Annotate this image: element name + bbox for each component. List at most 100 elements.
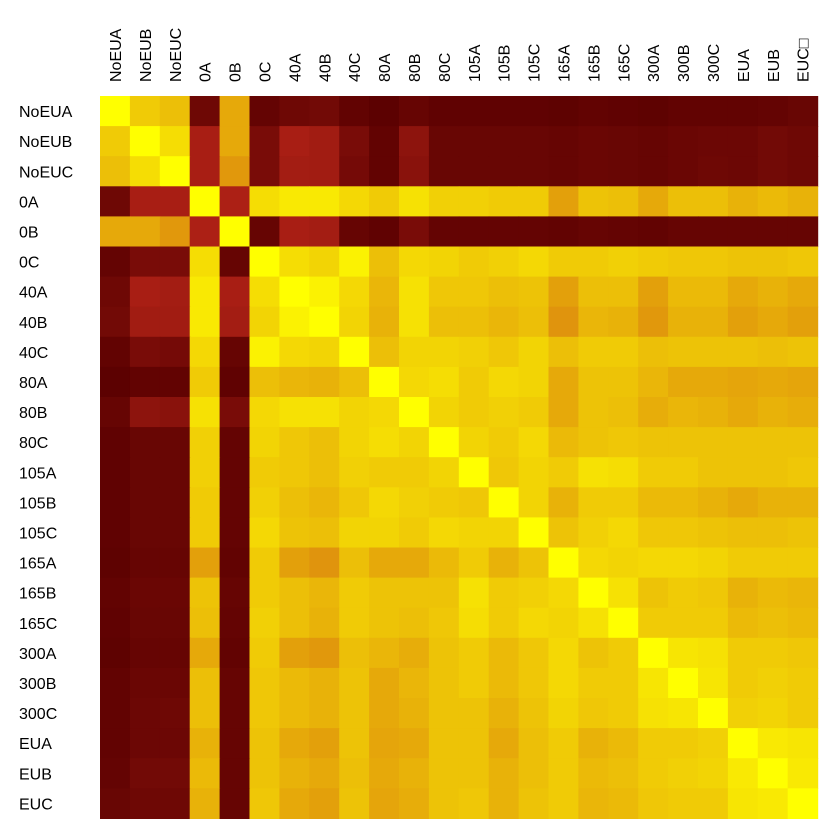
heatmap-cell — [727, 577, 759, 609]
heatmap-cell — [668, 276, 699, 308]
heatmap-cell — [578, 427, 609, 458]
column-label: NoEUB — [138, 29, 155, 82]
heatmap-cell — [608, 96, 639, 127]
heatmap-cell — [129, 276, 161, 308]
heatmap-cell — [578, 577, 609, 609]
heatmap-cell — [757, 758, 789, 789]
heatmap-cell — [578, 96, 609, 127]
heatmap-cell — [488, 126, 520, 157]
heatmap-cell — [757, 728, 789, 759]
heatmap-cell — [698, 487, 729, 518]
heatmap-cell — [279, 788, 310, 819]
heatmap-cell — [279, 156, 310, 187]
heatmap-cell — [548, 96, 579, 127]
heatmap-cell — [548, 487, 579, 518]
column-label: EUA — [736, 49, 753, 82]
heatmap-cell — [757, 577, 789, 609]
heatmap-cell — [608, 758, 639, 789]
heatmap-cell — [129, 336, 161, 368]
heatmap-cell — [668, 457, 699, 488]
heatmap-cell — [458, 427, 490, 458]
column-label: 40C — [347, 53, 364, 82]
heatmap-cell — [249, 276, 280, 308]
heatmap-cell — [249, 397, 280, 428]
heatmap-cell — [309, 667, 340, 699]
heatmap-cell — [578, 758, 609, 789]
heatmap-cell — [339, 186, 370, 217]
heatmap-cell — [787, 186, 819, 217]
heatmap-cell — [578, 517, 609, 549]
heatmap-cell — [548, 336, 579, 368]
heatmap-cell — [159, 517, 191, 549]
heatmap-cell — [668, 487, 699, 518]
heatmap-cell — [309, 397, 340, 428]
row-label: 300A — [19, 646, 57, 663]
heatmap-cell — [727, 547, 759, 579]
heatmap-cell — [668, 607, 699, 639]
heatmap-cell — [309, 216, 340, 248]
heatmap-cell — [129, 216, 161, 248]
heatmap-cell — [279, 186, 310, 217]
heatmap-cell — [189, 126, 221, 157]
heatmap-cell — [279, 246, 310, 278]
column-label: NoEUC — [168, 28, 185, 82]
heatmap-cell — [727, 487, 759, 518]
heatmap-cell — [488, 637, 520, 669]
heatmap-cell — [399, 306, 430, 338]
heatmap-cell — [458, 246, 490, 278]
heatmap-cell — [458, 306, 490, 338]
heatmap-cell — [369, 216, 400, 248]
heatmap-cell — [518, 276, 550, 308]
heatmap-cell — [518, 577, 550, 609]
row-label: EUA — [19, 736, 52, 753]
row-label: 105C — [19, 525, 57, 542]
heatmap-cell — [668, 698, 699, 729]
heatmap-cell — [757, 246, 789, 278]
heatmap-cell — [129, 246, 161, 278]
heatmap-cell — [518, 96, 550, 127]
heatmap-cell — [638, 487, 669, 518]
heatmap-cell — [129, 306, 161, 338]
heatmap-cell — [608, 788, 639, 819]
heatmap-cell — [458, 336, 490, 368]
heatmap-cell — [578, 306, 609, 338]
heatmap-cell — [757, 487, 789, 518]
heatmap-cell — [698, 547, 729, 579]
row-label: EUB — [19, 766, 52, 783]
heatmap-cell — [369, 758, 400, 789]
heatmap-cell — [279, 366, 310, 398]
heatmap-cell — [219, 698, 251, 729]
heatmap-cell — [369, 788, 400, 819]
column-label: 165B — [586, 45, 603, 82]
heatmap-cell — [369, 336, 400, 368]
heatmap-cell — [757, 698, 789, 729]
heatmap-cell — [279, 698, 310, 729]
heatmap-cell — [129, 728, 161, 759]
heatmap-cell — [309, 517, 340, 549]
heatmap-cell — [608, 186, 639, 217]
heatmap-cell — [638, 607, 669, 639]
heatmap-cell — [428, 276, 460, 308]
heatmap-cell — [578, 667, 609, 699]
heatmap-cell — [608, 547, 639, 579]
heatmap-cell — [458, 728, 490, 759]
heatmap-cell — [399, 216, 430, 248]
column-labels: NoEUA NoEUB NoEUC 0A 0B 0C 40A 40B 40C 80A 80B 80C 1… — [108, 28, 813, 82]
heatmap-cell — [100, 276, 131, 308]
heatmap-cell — [159, 186, 191, 217]
heatmap-cell — [518, 667, 550, 699]
heatmap-cell — [787, 698, 819, 729]
heatmap-cell — [548, 126, 579, 157]
heatmap-cell — [129, 637, 161, 669]
heatmap-cell — [428, 306, 460, 338]
heatmap-cell — [787, 126, 819, 157]
heatmap-cell — [159, 728, 191, 759]
heatmap-cell — [638, 667, 669, 699]
row-label: 80A — [19, 375, 48, 392]
heatmap-cell — [219, 246, 251, 278]
heatmap-cell — [399, 698, 430, 729]
heatmap-cell — [578, 216, 609, 248]
heatmap-cell — [668, 427, 699, 458]
row-label: 165A — [19, 556, 57, 573]
heatmap-cell — [757, 276, 789, 308]
